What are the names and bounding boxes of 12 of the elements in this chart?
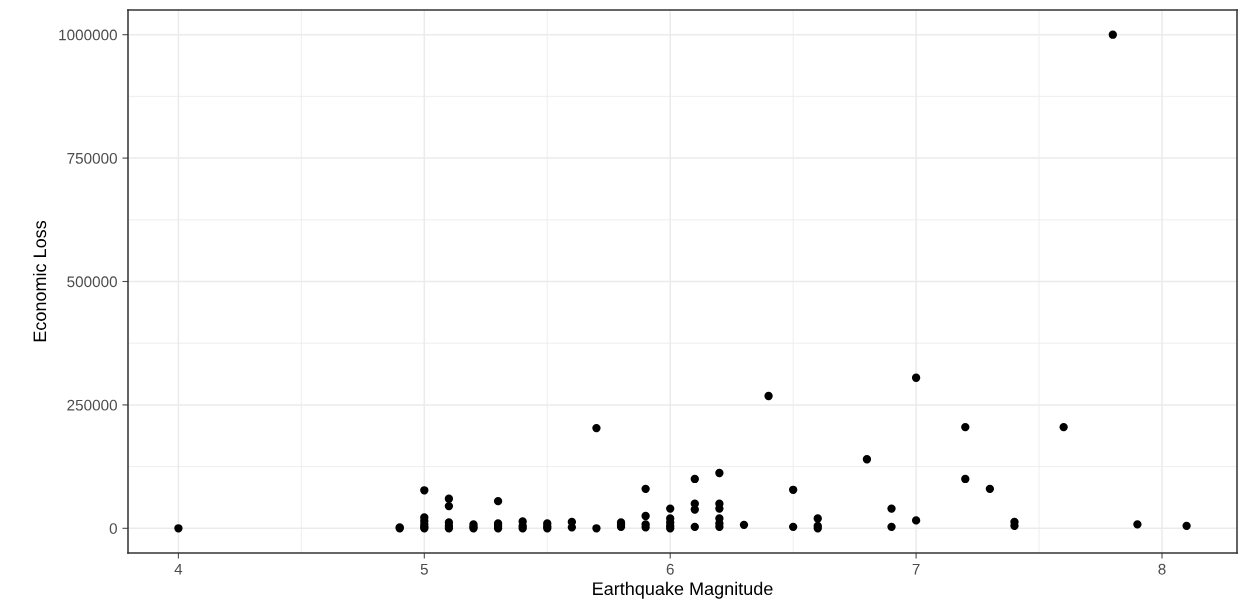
y-tick-label: 750000	[67, 152, 117, 164]
x-tick-label: 6	[666, 563, 674, 575]
y-tick-label: 500000	[67, 276, 117, 288]
y-axis-title: Economic Loss	[32, 220, 47, 342]
y-tick-label: 0	[109, 523, 117, 534]
y-tick-label: 1000000	[59, 29, 117, 41]
x-tick-label: 7	[912, 563, 920, 575]
x-tick-label: 8	[1158, 563, 1166, 575]
y-tick-label: 250000	[67, 399, 117, 411]
x-axis-title: Earthquake Magnitude	[593, 581, 773, 599]
x-tick-label: 4	[174, 563, 183, 575]
x-tick-label: 5	[420, 563, 428, 575]
